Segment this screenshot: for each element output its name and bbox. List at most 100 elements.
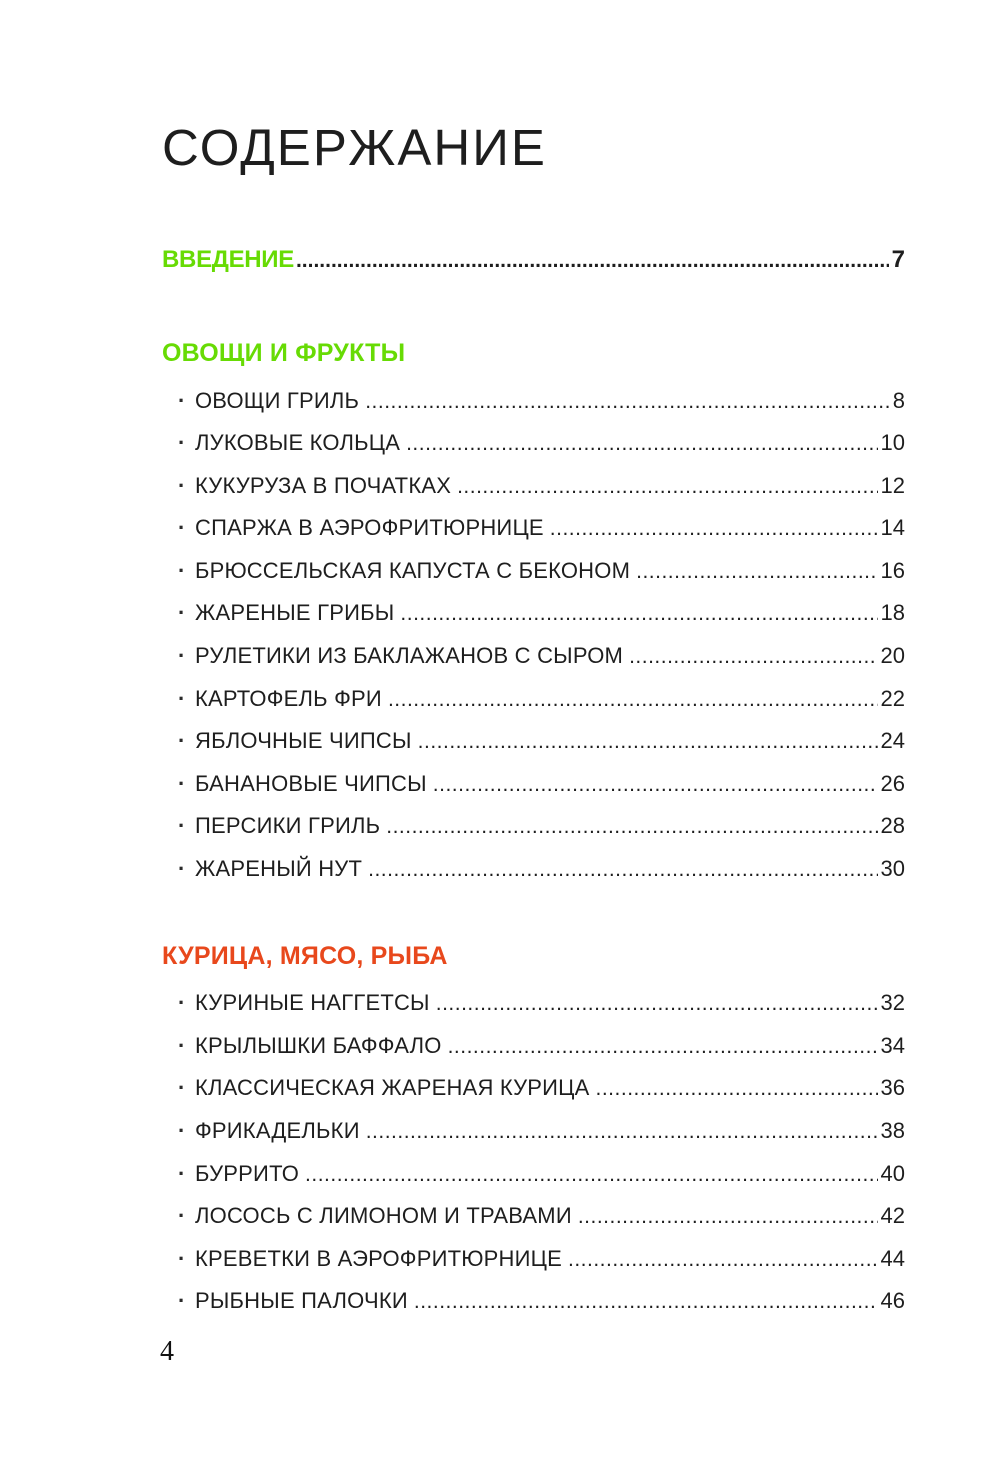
toc-entry-page: 34: [880, 1032, 905, 1058]
toc-page: СОДЕРЖАНИЕ ВВЕДЕНИЕ 7 ОВОЩИ И ФРУКТЫ ОВО…: [0, 0, 1000, 1323]
bullet-icon: [178, 720, 195, 762]
dot-leader: [388, 678, 878, 721]
dot-leader: [448, 1025, 878, 1068]
dot-leader: [457, 465, 877, 508]
toc-entry-page: 22: [880, 685, 905, 711]
page-title: СОДЕРЖАНИЕ: [162, 119, 547, 176]
section-heading: ОВОЩИ И ФРУКТЫ: [162, 339, 406, 367]
toc-entry-page: 30: [880, 856, 905, 882]
dot-leader: [550, 507, 878, 550]
toc-entry-label: ЛОСОСЬ С ЛИМОНОМ И ТРАВАМИ: [195, 1203, 572, 1229]
toc-entry-page: 38: [880, 1117, 905, 1143]
toc-entry-label: КУРИНЫЕ НАГГЕТСЫ: [195, 990, 430, 1016]
toc-section-vegetables-fruits: ОВОЩИ И ФРУКТЫ ОВОЩИ ГРИЛЬ 8 ЛУКОВЫЕ КОЛ…: [162, 339, 905, 891]
dot-leader: [636, 550, 877, 593]
toc-entry-intro: ВВЕДЕНИЕ 7: [162, 245, 905, 276]
dot-leader: [368, 848, 877, 891]
toc-entry: ЯБЛОЧНЫЕ ЧИПСЫ 24: [162, 720, 905, 763]
toc-entry: ЛОСОСЬ С ЛИМОНОМ И ТРАВАМИ 42: [162, 1195, 905, 1238]
toc-entry-page: 28: [880, 813, 905, 839]
dot-leader: [418, 720, 878, 763]
toc-entry: ЛУКОВЫЕ КОЛЬЦА 10: [162, 422, 905, 465]
toc-entry-page: 24: [880, 728, 905, 754]
toc-entry-label: КУКУРУЗА В ПОЧАТКАХ: [195, 472, 452, 498]
toc-entry-page: 42: [880, 1203, 905, 1229]
toc-entry-label: БАНАНОВЫЕ ЧИПСЫ: [195, 770, 427, 796]
toc-section-chicken-meat-fish: КУРИЦА, МЯСО, РЫБА КУРИНЫЕ НАГГЕТСЫ 32 К…: [162, 941, 905, 1323]
dot-leader: [400, 592, 877, 635]
bullet-icon: [178, 848, 195, 890]
toc-entry: БРЮССЕЛЬСКАЯ КАПУСТА С БЕКОНОМ 16: [162, 550, 905, 593]
toc-entry-page: 8: [892, 387, 905, 413]
toc-entry-label: ВВЕДЕНИЕ: [162, 246, 294, 273]
toc-entry-page: 12: [880, 472, 905, 498]
toc-entry-label: РУЛЕТИКИ ИЗ БАКЛАЖАНОВ С СЫРОМ: [195, 643, 624, 669]
toc-entry: КУКУРУЗА В ПОЧАТКАХ 12: [162, 465, 905, 508]
toc-entry: РЫБНЫЕ ПАЛОЧКИ 46: [162, 1280, 905, 1323]
toc-entry-page: 32: [880, 990, 905, 1016]
toc-entry: БУРРИТО 40: [162, 1153, 905, 1196]
bullet-icon: [178, 1153, 195, 1195]
toc-entry-label: ФРИКАДЕЛЬКИ: [195, 1117, 360, 1143]
toc-entry-label: КЛАССИЧЕСКАЯ ЖАРЕНАЯ КУРИЦА: [195, 1075, 590, 1101]
toc-entry-page: 40: [880, 1160, 905, 1186]
bullet-icon: [178, 1238, 195, 1280]
toc-entry-label: ОВОЩИ ГРИЛЬ: [195, 387, 360, 413]
section-heading: КУРИЦА, МЯСО, РЫБА: [162, 941, 448, 970]
bullet-icon: [178, 982, 195, 1024]
bullet-icon: [178, 380, 195, 422]
bullet-icon: [178, 1067, 195, 1109]
toc-entry-page: 18: [880, 600, 905, 626]
toc-entry-page: 46: [880, 1288, 905, 1314]
dot-leader: [433, 763, 878, 806]
toc-entry-page: 14: [880, 515, 905, 541]
bullet-icon: [178, 1195, 195, 1237]
bullet-icon: [178, 1280, 195, 1322]
dot-leader: [436, 982, 878, 1025]
dot-leader: [386, 805, 877, 848]
toc-entry-page: 44: [880, 1245, 905, 1271]
toc-entry-label: КРЕВЕТКИ В АЭРОФРИТЮРНИЦЕ: [195, 1245, 562, 1271]
bullet-icon: [178, 678, 195, 720]
toc-entry-page: 10: [880, 430, 905, 456]
toc-entry-label: БУРРИТО: [195, 1160, 300, 1186]
bullet-icon: [178, 465, 195, 507]
bullet-icon: [178, 550, 195, 592]
dot-leader: [365, 380, 890, 423]
dot-leader: [296, 245, 889, 276]
dot-leader: [596, 1067, 878, 1110]
bullet-icon: [178, 592, 195, 634]
toc-entry-label: ЛУКОВЫЕ КОЛЬЦА: [195, 430, 401, 456]
toc-entry-label: ЖАРЕНЫЙ НУТ: [195, 856, 363, 882]
bullet-icon: [178, 1110, 195, 1152]
toc-entry-page: 16: [880, 557, 905, 583]
toc-entry: БАНАНОВЫЕ ЧИПСЫ 26: [162, 763, 905, 806]
toc-entry-label: РЫБНЫЕ ПАЛОЧКИ: [195, 1288, 408, 1314]
page-number: 4: [160, 1336, 174, 1367]
toc-entry: ЖАРЕНЫЙ НУТ 30: [162, 848, 905, 891]
toc-entry: ОВОЩИ ГРИЛЬ 8: [162, 380, 905, 423]
bullet-icon: [178, 1025, 195, 1067]
toc-entry: ПЕРСИКИ ГРИЛЬ 28: [162, 805, 905, 848]
toc-entry-label: ЖАРЕНЫЕ ГРИБЫ: [195, 600, 395, 626]
dot-leader: [414, 1280, 878, 1323]
toc-entry: КАРТОФЕЛЬ ФРИ 22: [162, 678, 905, 721]
toc-entry-label: ПЕРСИКИ ГРИЛЬ: [195, 813, 381, 839]
toc-entry-page: 36: [880, 1075, 905, 1101]
toc-entry-page: 26: [880, 770, 905, 796]
toc-entry-label: ЯБЛОЧНЫЕ ЧИПСЫ: [195, 728, 412, 754]
dot-leader: [305, 1153, 877, 1196]
dot-leader: [629, 635, 877, 678]
dot-leader: [366, 1110, 878, 1153]
toc-entry: РУЛЕТИКИ ИЗ БАКЛАЖАНОВ С СЫРОМ 20: [162, 635, 905, 678]
bullet-icon: [178, 763, 195, 805]
toc-entry-label: БРЮССЕЛЬСКАЯ КАПУСТА С БЕКОНОМ: [195, 557, 631, 583]
toc-entry: ФРИКАДЕЛЬКИ 38: [162, 1110, 905, 1153]
toc-entry: СПАРЖА В АЭРОФРИТЮРНИЦЕ 14: [162, 507, 905, 550]
bullet-icon: [178, 507, 195, 549]
dot-leader: [578, 1195, 878, 1238]
toc-entry-label: СПАРЖА В АЭРОФРИТЮРНИЦЕ: [195, 515, 544, 541]
toc-entry: КУРИНЫЕ НАГГЕТСЫ 32: [162, 982, 905, 1025]
toc-entry: КЛАССИЧЕСКАЯ ЖАРЕНАЯ КУРИЦА 36: [162, 1067, 905, 1110]
toc-entry-label: КРЫЛЫШКИ БАФФАЛО: [195, 1032, 442, 1058]
